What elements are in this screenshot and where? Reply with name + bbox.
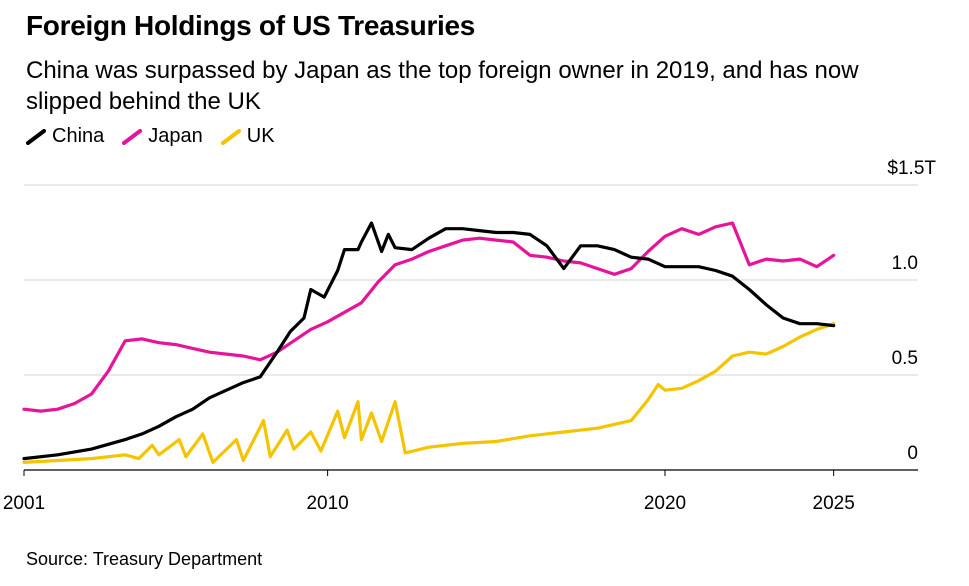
line-chart: 0 0.5 1.0 $1.5T 2001 2010 2020 2025 xyxy=(3,158,937,514)
source-note: Source: Treasury Department xyxy=(26,549,263,569)
legend-label-china: China xyxy=(52,125,105,147)
legend-swatch-uk xyxy=(220,128,241,145)
series-line-uk xyxy=(22,322,836,464)
x-tick-label: 2001 xyxy=(3,493,45,514)
y-tick-label: $1.5T xyxy=(887,158,936,179)
legend: China Japan UK xyxy=(26,125,293,148)
legend-label-japan: Japan xyxy=(148,125,203,147)
y-tick-label: 0.5 xyxy=(892,348,918,369)
chart-subtitle: China was surpassed by Japan as the top … xyxy=(26,57,859,115)
legend-label-uk: UK xyxy=(246,125,275,147)
x-tick-label: 2010 xyxy=(306,493,348,514)
legend-item-japan: Japan xyxy=(122,125,203,148)
y-tick-label: 0 xyxy=(907,443,918,464)
legend-swatch-china xyxy=(26,128,46,145)
legend-item-china: China xyxy=(26,125,104,148)
legend-swatch-japan xyxy=(122,128,143,145)
legend-item-uk: UK xyxy=(220,125,275,148)
x-tick-label: 2020 xyxy=(644,493,686,514)
series-line-china xyxy=(22,221,836,461)
x-tick-label: 2025 xyxy=(813,493,855,514)
chart-title: Foreign Holdings of US Treasuries xyxy=(26,10,476,41)
series-line-japan xyxy=(22,221,836,413)
y-tick-label: 1.0 xyxy=(892,253,918,274)
